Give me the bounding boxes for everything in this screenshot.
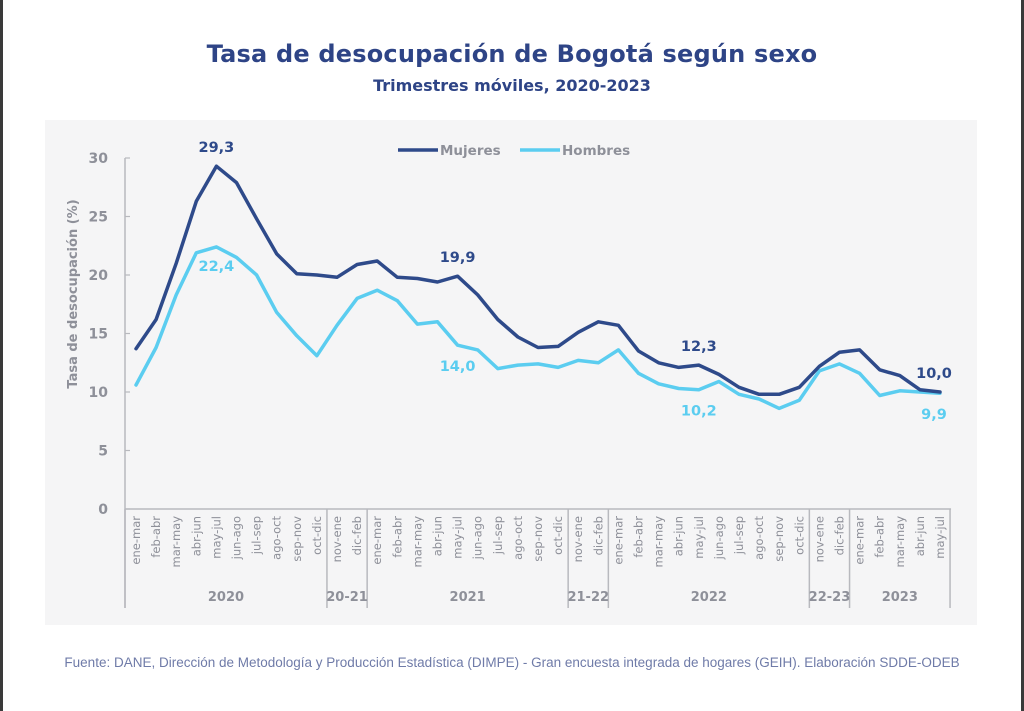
x-tick-label: mar-may xyxy=(893,516,907,568)
legend-item-hombres: Hombres xyxy=(520,143,630,159)
axes: 0 5 10 15 20 25 30 Tasa de desocupación (%) ene-… xyxy=(66,151,952,608)
x-tick-label: mar-may xyxy=(410,516,424,568)
x-tick-label: feb-abr xyxy=(149,516,163,558)
frame-border-right xyxy=(1021,0,1024,711)
x-tick-label: nov-ene xyxy=(812,516,826,562)
x-tick-label: feb-abr xyxy=(873,516,887,558)
x-tick-label: mar-may xyxy=(652,516,666,568)
y-tick-label: 15 xyxy=(89,327,108,343)
x-tick-label: jun-ago xyxy=(712,516,726,560)
x-tick-label: ene-mar xyxy=(853,516,867,565)
x-tick-label: abr-jun xyxy=(913,516,927,556)
series-line-hombres xyxy=(134,245,942,411)
x-tick-label: sep-nov xyxy=(290,516,304,562)
x-tick-label: abr-jun xyxy=(431,516,445,556)
legend-item-mujeres: Mujeres xyxy=(398,143,501,159)
x-tick-label: may-jul xyxy=(209,516,223,559)
x-tick-label: oct-dic xyxy=(551,516,565,555)
x-tick-label: jul-sep xyxy=(250,516,264,555)
chart-panel xyxy=(45,120,977,625)
x-tick-label: feb-abr xyxy=(632,516,646,558)
data-labels: 29,3 22,4 19,9 14,0 12,3 10,2 10,0 9,9 xyxy=(199,140,952,423)
x-tick-label: dic-feb xyxy=(833,516,847,555)
x-group-label: 21-22 xyxy=(567,590,609,605)
x-group-label: 20-21 xyxy=(326,590,368,605)
chart-title: Tasa de desocupación de Bogotá según sex… xyxy=(206,40,818,68)
data-label: 14,0 xyxy=(440,359,476,375)
x-tick-label: jun-ago xyxy=(471,516,485,560)
x-tick-label: ago-oct xyxy=(270,516,284,560)
x-group-label: 22-23 xyxy=(809,590,851,605)
x-tick-label: ene-mar xyxy=(370,516,384,565)
data-label: 22,4 xyxy=(199,259,235,275)
series-lines xyxy=(134,164,942,411)
x-tick-label: jul-sep xyxy=(732,516,746,555)
x-tick-label: oct-dic xyxy=(310,516,324,555)
x-tick-label: ene-mar xyxy=(611,516,625,565)
y-tick-label: 20 xyxy=(89,268,109,284)
x-tick-label: mar-may xyxy=(169,516,183,568)
x-tick-label: ago-oct xyxy=(511,516,525,560)
x-tick-label: nov-ene xyxy=(571,516,585,562)
data-label: 9,9 xyxy=(921,407,947,423)
legend-label: Hombres xyxy=(562,143,630,159)
legend-label: Mujeres xyxy=(440,143,501,159)
x-tick-label: sep-nov xyxy=(772,516,786,562)
data-label: 29,3 xyxy=(199,140,235,156)
x-tick-label: feb-abr xyxy=(390,516,404,558)
y-tick-label: 10 xyxy=(89,385,109,401)
x-tick-label: dic-feb xyxy=(591,516,605,555)
x-tick-label: ago-oct xyxy=(752,516,766,560)
x-group-label: 2023 xyxy=(882,590,918,605)
x-tick-label: sep-nov xyxy=(531,516,545,562)
chart-subtitle: Trimestres móviles, 2020-2023 xyxy=(373,76,651,95)
x-tick-label: abr-jun xyxy=(189,516,203,556)
data-label: 12,3 xyxy=(681,339,717,355)
source-footer: Fuente: DANE, Dirección de Metodología y… xyxy=(64,655,960,670)
data-label: 10,0 xyxy=(916,366,952,382)
y-tick-label: 5 xyxy=(98,444,108,460)
y-tick-label: 30 xyxy=(89,151,109,167)
legend: Mujeres Hombres xyxy=(398,143,630,159)
x-tick-label: abr-jun xyxy=(672,516,686,556)
x-tick-label: may-jul xyxy=(933,516,947,559)
x-tick-label: nov-ene xyxy=(330,516,344,562)
x-tick-label: may-jul xyxy=(451,516,465,559)
y-tick-label: 0 xyxy=(98,502,108,518)
x-tick-label: dic-feb xyxy=(350,516,364,555)
frame-border-left xyxy=(0,0,3,711)
data-label: 10,2 xyxy=(681,404,717,420)
x-tick-label: jun-ago xyxy=(230,516,244,560)
y-axis-title: Tasa de desocupación (%) xyxy=(66,199,81,388)
x-group-label: 2021 xyxy=(450,590,486,605)
x-tick-label: ene-mar xyxy=(129,516,143,565)
x-tick-label: jul-sep xyxy=(491,516,505,555)
x-group-label: 2020 xyxy=(208,590,244,605)
series-line-mujeres xyxy=(134,164,942,397)
x-group-label: 2022 xyxy=(691,590,727,605)
y-tick-label: 25 xyxy=(89,210,108,226)
x-tick-label: oct-dic xyxy=(792,516,806,555)
x-tick-label: may-jul xyxy=(692,516,706,559)
data-label: 19,9 xyxy=(440,250,476,266)
